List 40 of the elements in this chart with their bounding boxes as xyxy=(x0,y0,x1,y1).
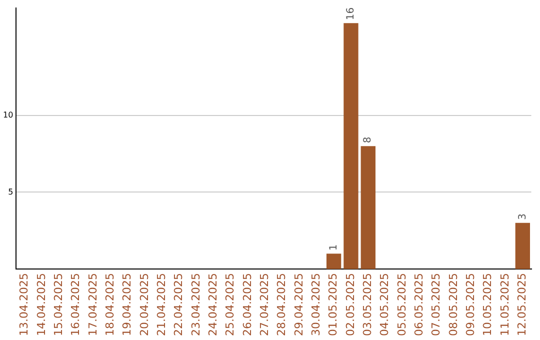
x-tick-label: 12.05.2025 xyxy=(516,273,529,336)
x-tick-label: 03.05.2025 xyxy=(361,273,374,336)
x-tick-label: 11.05.2025 xyxy=(498,273,512,336)
x-tick-label: 28.04.2025 xyxy=(275,273,288,336)
x-tick-label: 15.04.2025 xyxy=(52,273,65,336)
bar xyxy=(326,254,342,270)
data-label: 3 xyxy=(517,214,528,220)
y-tick-label: 5 xyxy=(8,187,14,196)
x-tick-label: 16.04.2025 xyxy=(69,273,82,336)
x-tick-label: 18.04.2025 xyxy=(103,273,116,336)
x-tick-label: 07.05.2025 xyxy=(430,273,443,336)
bar xyxy=(515,222,530,270)
x-tick-label: 02.05.2025 xyxy=(344,273,357,336)
bar xyxy=(344,23,358,270)
x-tick-label: 14.04.2025 xyxy=(34,273,48,336)
x-tick-label: 23.04.2025 xyxy=(189,273,202,336)
x-tick-label: 10.05.2025 xyxy=(481,273,494,336)
x-tick-label: 21.04.2025 xyxy=(154,273,168,336)
x-tick-label: 04.05.2025 xyxy=(378,273,392,336)
y-tick-label: 10 xyxy=(2,110,14,120)
x-tick-label: 01.05.2025 xyxy=(326,273,340,336)
data-label: 8 xyxy=(362,136,374,144)
x-tick-label: 24.04.2025 xyxy=(206,273,220,336)
x-tick-label: 06.05.2025 xyxy=(412,273,426,336)
x-tick-label: 26.04.2025 xyxy=(240,273,254,336)
x-tick-label: 30.04.2025 xyxy=(309,273,322,336)
x-tick-label: 08.05.2025 xyxy=(446,273,460,336)
bar xyxy=(360,146,376,270)
x-tick-label: 05.05.2025 xyxy=(395,273,408,336)
x-tick-label: 22.04.2025 xyxy=(172,273,186,336)
data-label: 1 xyxy=(328,244,340,251)
x-tick-label: 19.04.2025 xyxy=(120,273,134,336)
x-tick-label: 13.04.2025 xyxy=(18,273,31,336)
x-tick-label: 29.04.2025 xyxy=(292,273,306,336)
x-tick-label: 27.04.2025 xyxy=(258,273,271,336)
x-tick-label: 20.04.2025 xyxy=(138,273,151,336)
data-label: 16 xyxy=(346,7,357,20)
x-tick-label: 09.05.2025 xyxy=(464,273,478,336)
x-tick-label: 17.04.2025 xyxy=(86,273,100,336)
x-tick-label: 25.04.2025 xyxy=(224,273,237,336)
